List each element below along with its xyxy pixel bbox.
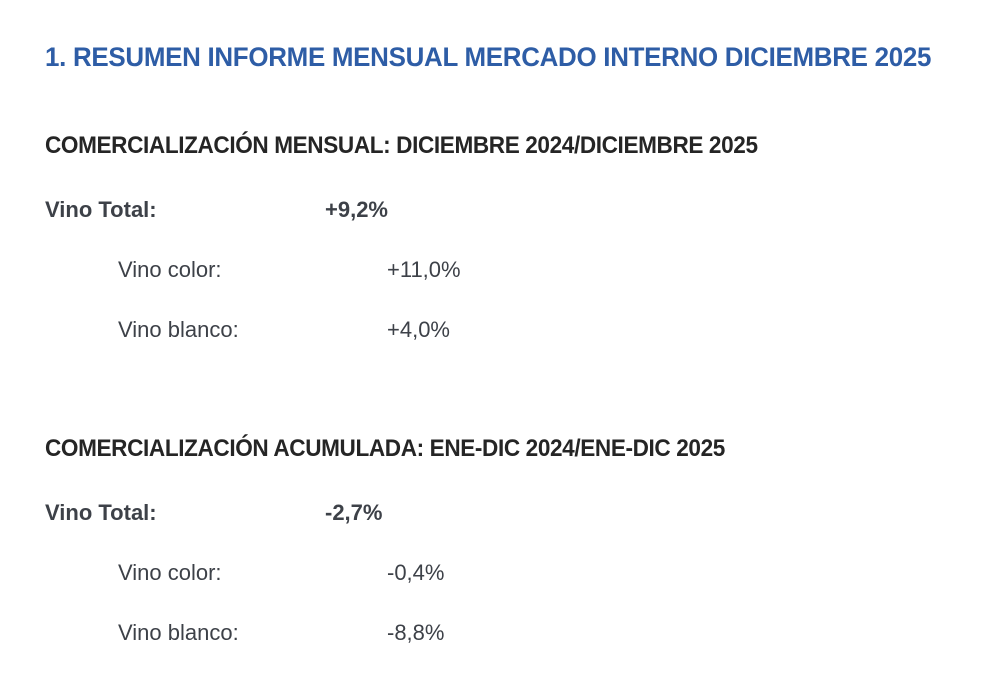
section-monthly: COMERCIALIZACIÓN MENSUAL: DICIEMBRE 2024…: [45, 131, 970, 345]
accumulated-vino-color-label: Vino color:: [118, 560, 222, 585]
monthly-vino-color-row: Vino color: +11,0%: [45, 255, 970, 285]
monthly-section-heading: COMERCIALIZACIÓN MENSUAL: DICIEMBRE 2024…: [45, 132, 758, 159]
monthly-vino-color-value: +11,0%: [387, 257, 461, 282]
monthly-total-label: Vino Total:: [45, 197, 157, 222]
monthly-vino-color-label: Vino color:: [118, 257, 222, 282]
accumulated-vino-blanco-label: Vino blanco:: [118, 620, 239, 645]
accumulated-section-heading: COMERCIALIZACIÓN ACUMULADA: ENE-DIC 2024…: [45, 435, 725, 462]
monthly-vino-blanco-value: +4,0%: [387, 317, 450, 342]
section-divider-space: [45, 375, 970, 434]
accumulated-total-value: -2,7%: [325, 500, 383, 525]
section-accumulated: COMERCIALIZACIÓN ACUMULADA: ENE-DIC 2024…: [45, 434, 970, 648]
accumulated-vino-color-value: -0,4%: [387, 560, 445, 585]
accumulated-vino-blanco-row: Vino blanco: -8,8%: [45, 618, 970, 648]
page-title: 1. RESUMEN INFORME MENSUAL MERCADO INTER…: [45, 42, 932, 72]
accumulated-total-row: Vino Total: -2,7%: [45, 498, 970, 528]
accumulated-vino-blanco-value: -8,8%: [387, 620, 445, 645]
monthly-total-row: Vino Total: +9,2%: [45, 195, 970, 225]
monthly-vino-blanco-row: Vino blanco: +4,0%: [45, 315, 970, 345]
monthly-total-value: +9,2%: [325, 197, 388, 222]
monthly-vino-blanco-label: Vino blanco:: [118, 317, 239, 342]
accumulated-vino-color-row: Vino color: -0,4%: [45, 558, 970, 588]
accumulated-total-label: Vino Total:: [45, 500, 157, 525]
